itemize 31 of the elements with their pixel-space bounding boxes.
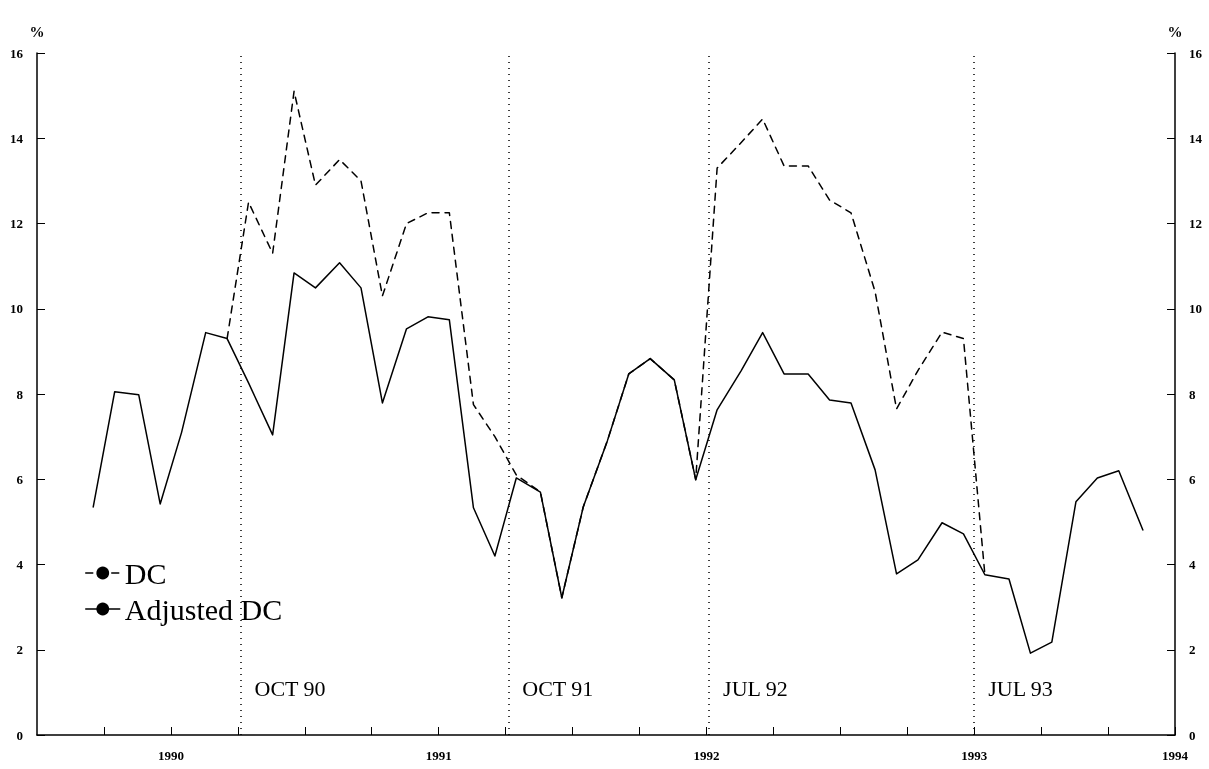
y2-tick-label: 14 [1189,130,1203,146]
y-axis-title: % [29,23,45,40]
y2-tick-label: 2 [1189,642,1196,658]
x-tick-label: 1991 [425,748,452,763]
y2-tick-label: 8 [1189,386,1196,402]
legend-label: DC [124,556,167,590]
y2-tick-label: 16 [1189,45,1203,61]
x-tick-label: 1990 [157,748,184,763]
x-tick-label: 1993 [961,748,988,763]
y-tick-label: 10 [10,301,23,317]
y2-tick-label: 4 [1189,557,1196,572]
y2-axis-title: % [1167,23,1183,40]
y-tick-label: 6 [16,471,24,487]
y-tick-label: 4 [16,557,24,572]
x-tick-label: 1994 [1162,748,1189,763]
y2-tick-label: 12 [1189,216,1202,231]
y2-tick-label: 6 [1189,471,1196,487]
y-tick-label: 12 [10,216,23,231]
y2-tick-label: 10 [1189,301,1202,317]
y-tick-label: 16 [10,45,24,61]
y-tick-label: 0 [16,727,23,743]
y-tick-label: 2 [16,642,23,658]
ref-line-label: JUL 93 [988,675,1053,701]
ref-line-label: JUL 92 [723,675,788,701]
ref-line-label: OCT 90 [254,675,326,701]
y2-tick-label: 0 [1189,727,1196,743]
x-tick-label: 1992 [693,748,720,763]
legend-label: Adjusted DC [124,592,283,626]
y-tick-label: 8 [16,386,24,402]
y-tick-label: 14 [10,130,24,146]
ref-line-label: OCT 91 [522,675,594,701]
